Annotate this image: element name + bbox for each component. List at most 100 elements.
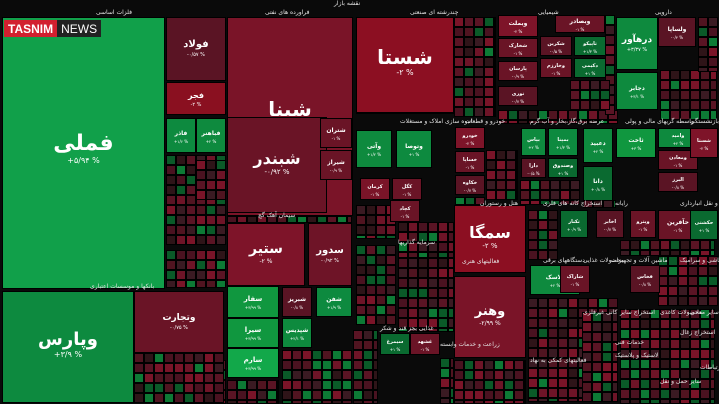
treemap-tile[interactable]: وبصادر -۱ % [555,15,605,33]
treemap-tile[interactable]: شخارک -۱ % [498,38,538,58]
treemap-tile[interactable]: شبریز -۰/۸ % [282,287,312,317]
treemap-tile[interactable]: تکنار +۰/۹ % [560,210,588,238]
filler-cell [514,390,524,400]
filler-cell [216,190,226,200]
filler-cell [373,340,378,350]
treemap-tile[interactable]: سیمرغ +۱ % [380,333,410,355]
filler-cell [398,318,408,328]
treemap-tile[interactable]: سفار +۳/۹۹ % [227,286,279,318]
filler-cell [176,155,186,165]
treemap-tile[interactable]: وپارس +۳/۹ % [2,291,134,403]
filler-cell [408,288,418,298]
treemap-tile[interactable]: کرمان -۱ % [360,178,390,200]
treemap-tile[interactable]: وتجارت -۰/۷۵ % [134,291,224,353]
treemap-tile[interactable]: خکاوه -۰/۷ % [455,175,485,195]
treemap-tile[interactable]: وپترو -۱ % [630,210,656,238]
filler-cell [698,276,708,286]
filler-cell [373,350,378,360]
treemap-tile[interactable]: فملی +۵/۹۴ % [2,17,165,289]
filler-cell [440,388,450,398]
treemap-tile[interactable]: خودرو -۲ % [455,127,485,149]
filler-cell [528,230,538,240]
filler-cell [166,225,176,235]
treemap-tile[interactable]: تاپیکو +۱/۳ % [574,36,606,56]
treemap-tile[interactable]: شکربن -۰/۵ % [540,36,572,56]
filler-cell [530,190,540,200]
treemap-tile[interactable]: شفن +۱/۹ % [316,287,352,317]
filler-cell [582,352,592,362]
treemap-tile[interactable]: دانا +۰/۸ % [583,166,613,201]
treemap-tile[interactable]: سیرا +۳/۹۹ % [227,318,279,348]
filler-cell [484,27,494,37]
treemap-tile[interactable]: وبملت -۲ % [498,15,538,37]
filler-cell [710,339,715,349]
filler-cell [700,240,710,250]
treemap-tile[interactable]: وآتی +۱/۲ % [356,130,392,168]
treemap-tile[interactable]: دکیمی +۱ % [574,58,606,78]
filler-cell [376,235,386,239]
treemap-tile[interactable]: کچاد -۱ % [390,200,420,222]
treemap-tile[interactable]: کگل -۱ % [392,178,422,200]
treemap-tile[interactable]: بپاس +۲ % [521,128,546,156]
treemap-tile[interactable]: بمپنا +۱/۳ % [548,128,578,156]
filler-cell [216,235,226,245]
filler-cell [670,100,680,110]
treemap-tile[interactable]: سمگا -۲ % [454,205,526,273]
treemap-tile[interactable]: فجر -۲ % [166,82,226,115]
filler-cell [440,358,450,368]
filler-cell [204,373,214,383]
treemap-tile[interactable]: فخاس -۰/۸ % [630,265,660,293]
treemap-tile[interactable]: البرز -۰/۸ % [658,172,698,192]
treemap-tile[interactable]: ولساپا -۰/۴ % [658,17,696,47]
treemap-tile[interactable]: ومعادن -۱ % [658,150,698,170]
treemap-tile[interactable]: دارا -۰/۵ % [521,158,546,178]
treemap-tile[interactable]: دجابر +۳/۱ % [616,72,658,110]
filler-cell [568,398,578,402]
treemap-tile[interactable]: وصندوق +۱ % [548,158,578,178]
treemap-tile[interactable]: فباهنر +۲ % [196,118,226,153]
sector-label: اطلاعات و ارتباطات [700,364,719,371]
filler-cell [612,372,618,382]
filler-cell [356,245,366,255]
treemap-tile[interactable]: ثاخت +۳ % [616,128,656,158]
treemap-tile[interactable]: شتران -۱ % [320,118,352,148]
filler-cell [570,200,580,205]
filler-cell [524,380,526,390]
treemap-tile[interactable]: وخارزم -۱ % [540,58,572,78]
treemap-tile[interactable]: شستا -۲ % [690,128,718,158]
filler-cell [464,27,474,37]
filler-cell [660,369,670,379]
filler-cell [337,216,347,223]
treemap-tile[interactable]: حکشتی +۱ % [690,210,718,240]
filler-cell [428,242,438,252]
filler-cell [322,370,332,380]
treemap-tile[interactable]: شبندر -۰/۹۲ % [227,117,327,213]
treemap-tile[interactable]: پارسان -۰/۹ % [498,61,538,81]
treemap-tile[interactable]: نوری -۰/۷ % [498,86,538,106]
treemap-tile[interactable]: شستا -۲ % [356,17,454,113]
filler-cell [166,250,176,260]
tile-change: -۲ % [482,242,498,250]
treemap-tile[interactable]: وهنر -۲/۹۹ % [454,276,526,358]
treemap-tile[interactable]: اخابر -۰/۷ % [596,210,624,238]
treemap-tile[interactable]: ستیر -۲ % [227,223,305,286]
filler-cell [353,400,363,404]
treemap-tile[interactable]: خساپا -۱ % [455,151,485,173]
treemap-tile[interactable]: شپدیس +۲/۱ % [282,318,312,348]
treemap-tile[interactable]: سارم +۳/۹۹ % [227,348,279,378]
treemap-tile[interactable]: درهآور +۳/۳۷ % [616,17,658,70]
treemap-tile[interactable]: وتوصا +۱ % [396,130,432,168]
tile-symbol: دجابر [629,85,645,92]
filler-cell [620,399,630,404]
treemap-tile[interactable]: فولاد -۰/۵۷ % [166,17,226,81]
treemap-tile[interactable]: شاراک -۱ % [560,265,590,293]
filler-cell [277,216,287,223]
treemap-tile[interactable]: شیراز -۰/۹ % [320,150,352,180]
treemap-tile[interactable]: غشهد -۱ % [410,333,440,355]
treemap-tile[interactable]: فاذر +۱/۶ % [166,118,196,153]
filler-cell [582,382,592,392]
filler-cell [287,216,297,223]
treemap-tile[interactable]: سدور -۰/۹۲ % [308,223,352,286]
treemap-tile[interactable]: دعبید +۲ % [583,128,613,163]
filler-cell [568,308,578,318]
